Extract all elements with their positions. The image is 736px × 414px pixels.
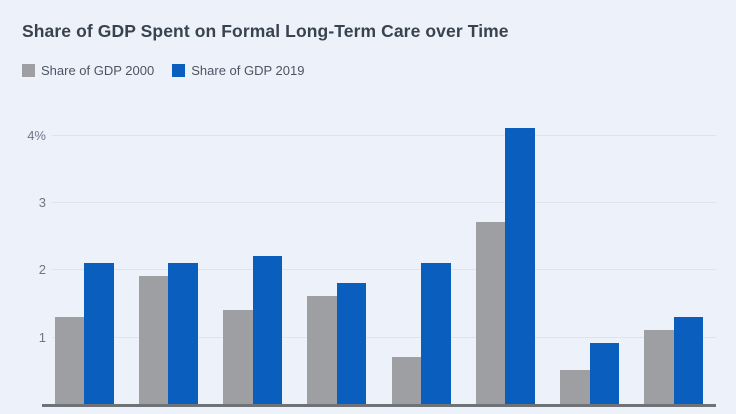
y-tick-label-4: 4% <box>27 127 46 143</box>
bar-2000-group-3 <box>223 309 253 404</box>
legend-swatch-2000 <box>22 64 35 77</box>
bar-group-3 <box>211 255 295 404</box>
bar-2019-group-4 <box>336 282 367 404</box>
gridline-4 <box>52 134 716 136</box>
bar-2019-group-6 <box>505 128 535 404</box>
bar-2019-group-2 <box>168 262 198 404</box>
bar-group-5 <box>379 262 463 404</box>
gridline-1 <box>52 336 716 338</box>
bar-group-6 <box>463 128 547 404</box>
bar-2000-group-4 <box>307 296 337 404</box>
chart-title: Share of GDP Spent on Formal Long-Term C… <box>22 21 509 41</box>
bar-group-4 <box>295 282 379 404</box>
y-tick-label-2: 2 <box>38 262 46 278</box>
plot-area <box>42 120 716 407</box>
y-tick-label-3: 3 <box>38 195 46 211</box>
bar-2000-group-8 <box>644 329 674 404</box>
legend-item-2000: Share of GDP 2000 <box>22 64 154 77</box>
bar-2000-group-5 <box>391 356 422 404</box>
bar-2019-group-7 <box>589 343 620 404</box>
bar-2000-group-6 <box>475 222 506 404</box>
bar-2019-group-5 <box>421 262 451 404</box>
bar-group-8 <box>632 316 716 404</box>
legend-item-2019: Share of GDP 2019 <box>172 64 304 77</box>
bar-2000-group-7 <box>560 370 590 404</box>
bar-2019-group-1 <box>84 262 114 404</box>
bar-2019-group-8 <box>673 316 704 404</box>
bar-groups <box>42 120 716 404</box>
y-axis-tick-labels: 4% 3 2 1 <box>18 120 46 404</box>
bar-group-1 <box>42 262 126 404</box>
y-tick-label-1: 1 <box>38 329 46 345</box>
x-axis-line <box>42 404 716 407</box>
legend-label: Share of GDP 2019 <box>191 63 305 78</box>
bar-2000-group-2 <box>138 276 169 404</box>
bar-2000-group-1 <box>54 316 85 404</box>
bar-group-7 <box>548 343 632 404</box>
legend-label: Share of GDP 2000 <box>41 63 155 78</box>
bar-group-2 <box>126 262 210 404</box>
gridline-2 <box>52 269 716 271</box>
legend: Share of GDP 2000 Share of GDP 2019 <box>22 64 304 77</box>
bar-2019-group-3 <box>252 255 283 404</box>
gridline-3 <box>52 202 716 204</box>
legend-swatch-2019 <box>172 64 186 77</box>
